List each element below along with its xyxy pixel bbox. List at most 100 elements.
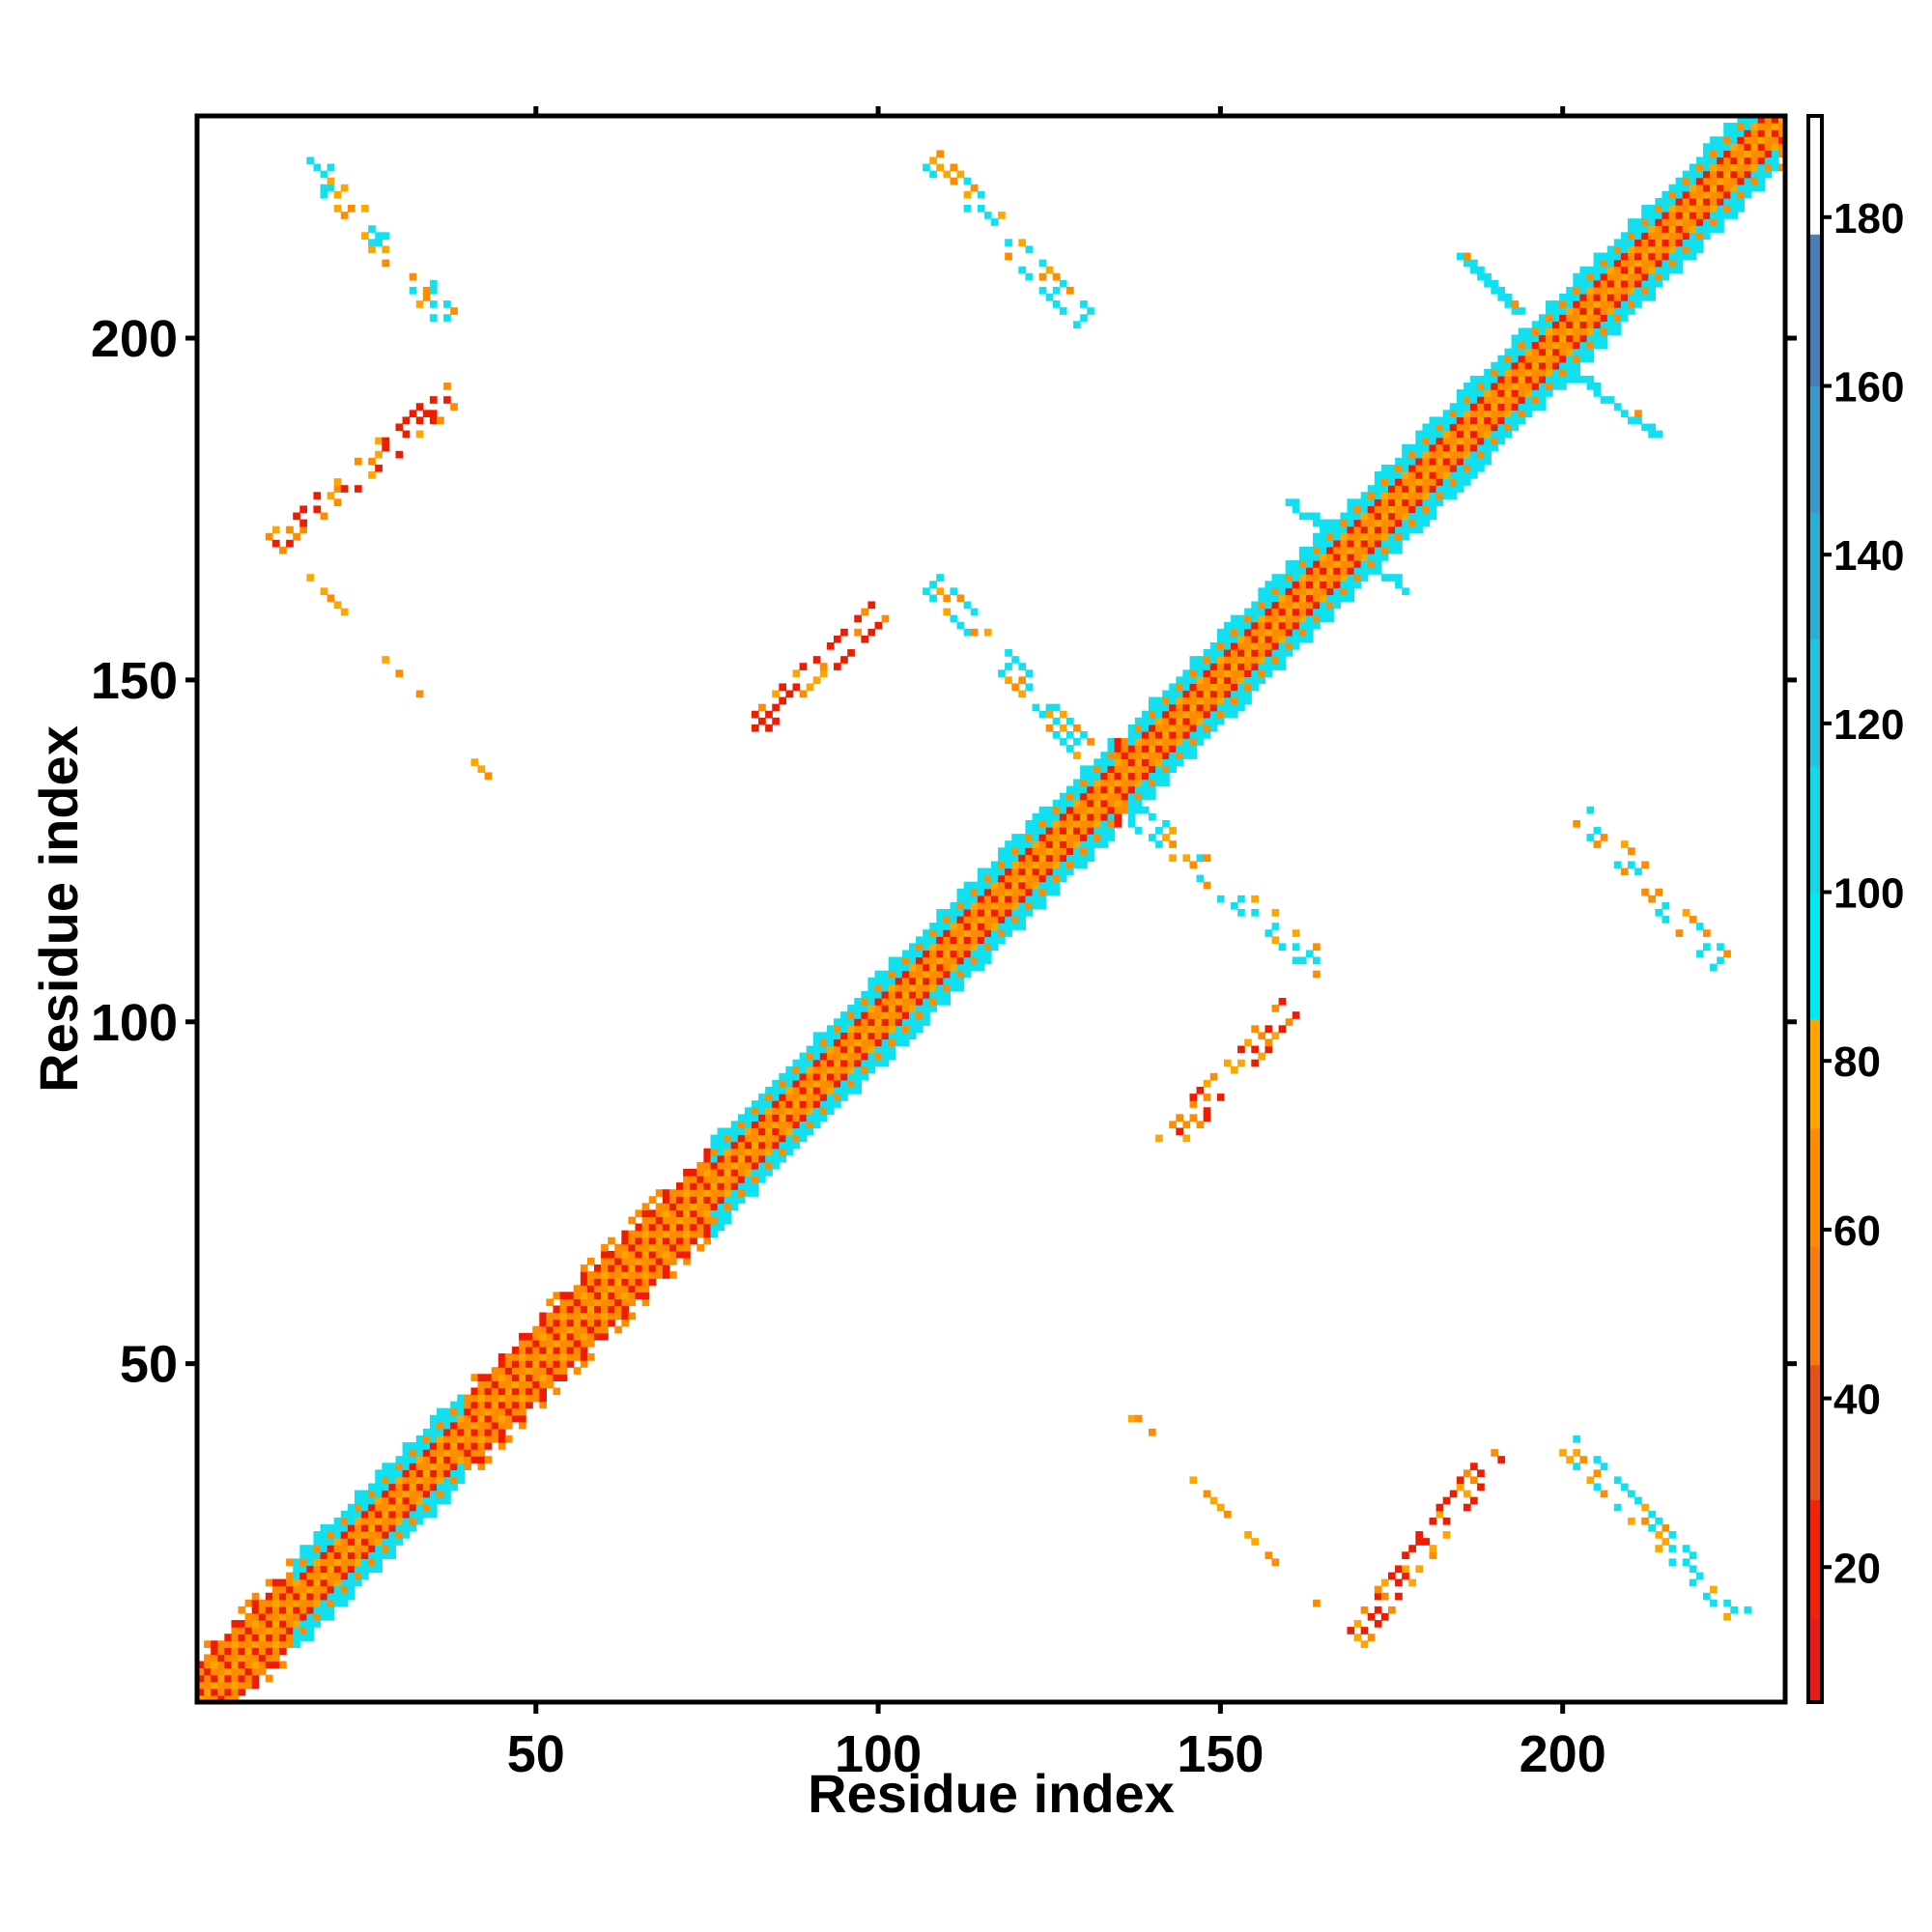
diagonal-cell — [1737, 116, 1746, 124]
diagonal-cell — [1491, 437, 1498, 445]
diagonal-cell — [333, 1538, 342, 1546]
diagonal-cell — [655, 1264, 664, 1272]
diagonal-cell — [1477, 375, 1485, 384]
diagonal-cell — [867, 1065, 876, 1074]
diagonal-cell — [1449, 492, 1458, 499]
diagonal-cell — [1292, 608, 1300, 616]
contact-cell — [1717, 943, 1724, 952]
diagonal-cell — [1251, 601, 1259, 610]
diagonal-cell — [983, 956, 992, 965]
diagonal-cell — [1750, 116, 1759, 124]
diagonal-cell — [361, 1523, 369, 1532]
diagonal-cell — [526, 1394, 533, 1403]
diagonal-cell — [1511, 423, 1520, 432]
diagonal-cell — [477, 1401, 486, 1409]
diagonal-cell — [1723, 123, 1731, 130]
diagonal-cell — [354, 1523, 362, 1532]
diagonal-cell — [1402, 532, 1409, 541]
diagonal-cell — [1025, 827, 1034, 835]
diagonal-cell — [306, 1565, 315, 1574]
contact-cell — [1668, 1558, 1677, 1567]
diagonal-cell — [635, 1292, 643, 1300]
contact-cell — [1648, 430, 1656, 439]
diagonal-cell — [696, 1209, 704, 1218]
contact-cell — [1005, 252, 1012, 261]
diagonal-cell — [586, 1353, 595, 1361]
diagonal-cell — [923, 956, 930, 965]
diagonal-cell — [306, 1605, 315, 1614]
diagonal-cell — [1600, 266, 1608, 274]
diagonal-cell — [1613, 307, 1622, 315]
diagonal-cell — [1032, 874, 1040, 883]
diagonal-cell — [779, 1148, 787, 1156]
diagonal-cell — [1032, 827, 1040, 835]
diagonal-cell — [375, 1538, 383, 1546]
diagonal-cell — [1367, 505, 1376, 514]
diagonal-cell — [375, 1551, 383, 1559]
contact-cell — [1477, 1469, 1485, 1478]
contact-cell — [450, 307, 458, 315]
contact-cell — [1470, 1496, 1478, 1505]
contact-cell — [368, 245, 376, 254]
diagonal-cell — [1429, 450, 1437, 459]
diagonal-cell — [450, 1407, 458, 1416]
diagonal-cell — [744, 1176, 753, 1183]
diagonal-cell — [668, 1230, 677, 1238]
diagonal-cell — [1100, 840, 1109, 848]
diagonal-cell — [1114, 806, 1122, 814]
diagonal-cell — [224, 1674, 233, 1683]
diagonal-cell — [983, 936, 992, 944]
diagonal-cell — [1395, 512, 1403, 521]
diagonal-cell — [1326, 553, 1334, 561]
diagonal-cell — [559, 1339, 568, 1348]
contact-cell — [1573, 1435, 1581, 1443]
diagonal-cell — [1292, 635, 1300, 643]
diagonal-cell — [923, 963, 930, 972]
diagonal-cell — [1080, 812, 1088, 821]
diagonal-cell — [1223, 696, 1232, 705]
diagonal-cell — [217, 1667, 225, 1676]
diagonal-cell — [779, 1107, 787, 1115]
diagonal-cell — [758, 1141, 766, 1150]
diagonal-cell — [1258, 587, 1266, 596]
diagonal-cell — [306, 1551, 315, 1559]
diagonal-cell — [224, 1640, 233, 1648]
diagonal-cell — [1292, 621, 1300, 630]
diagonal-cell — [1189, 669, 1198, 677]
diagonal-cell — [1682, 212, 1690, 219]
contact-cell — [1223, 1059, 1232, 1067]
diagonal-cell — [368, 1558, 376, 1567]
diagonal-cell — [1182, 710, 1191, 719]
diagonal-cell — [409, 1483, 417, 1492]
diagonal-cell — [1552, 368, 1560, 377]
diagonal-cell — [539, 1394, 547, 1403]
diagonal-cell — [1771, 129, 1779, 137]
diagonal-cell — [1675, 197, 1684, 206]
diagonal-cell — [251, 1640, 260, 1648]
diagonal-cell — [806, 1121, 814, 1129]
diagonal-cell — [1573, 314, 1581, 322]
diagonal-cell — [1169, 703, 1177, 712]
diagonal-cell — [573, 1367, 582, 1375]
diagonal-cell — [1292, 567, 1300, 575]
diagonal-cell — [861, 998, 869, 1006]
contact-cell — [1182, 854, 1191, 863]
diagonal-cell — [1593, 259, 1602, 268]
diagonal-cell — [1648, 245, 1656, 254]
diagonal-cell — [1449, 478, 1458, 486]
diagonal-cell — [812, 1038, 821, 1047]
diagonal-cell — [867, 998, 876, 1006]
diagonal-cell — [1216, 641, 1225, 650]
diagonal-cell — [594, 1292, 602, 1300]
diagonal-cell — [559, 1374, 568, 1381]
diagonal-cell — [1613, 272, 1622, 281]
diagonal-cell — [758, 1161, 766, 1170]
diagonal-cell — [950, 956, 958, 965]
diagonal-cell — [1600, 334, 1608, 343]
diagonal-cell — [1559, 361, 1567, 370]
diagonal-cell — [1127, 785, 1136, 794]
diagonal-cell — [340, 1545, 349, 1552]
diagonal-cell — [1059, 834, 1067, 841]
diagonal-cell — [765, 1148, 773, 1156]
diagonal-cell — [443, 1442, 451, 1450]
